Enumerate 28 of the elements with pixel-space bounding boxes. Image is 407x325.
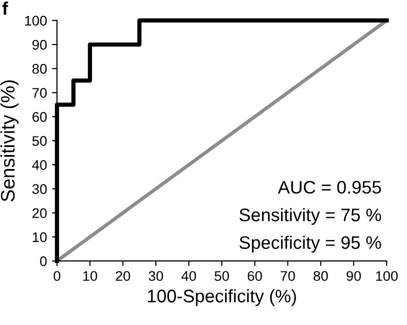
y-tick-label: 70 xyxy=(32,88,47,98)
text: f xyxy=(2,2,8,15)
y-tick-label: 40 xyxy=(32,160,47,170)
x-tick-label: 30 xyxy=(148,271,164,281)
x-tick-label: 0 xyxy=(54,271,60,281)
annotation: AUC = 0.955 xyxy=(278,180,381,194)
x-tick-label: 60 xyxy=(248,271,262,281)
x-tick-label: 80 xyxy=(314,271,328,281)
y-tick-label: 100 xyxy=(25,16,47,26)
x-tick-label: 90 xyxy=(346,271,361,281)
x-tick-label: 70 xyxy=(280,271,295,281)
x-tick-label: 50 xyxy=(214,271,229,281)
x-tick-label: 10 xyxy=(83,271,98,281)
annotation: Specificity = 95 % xyxy=(240,236,382,253)
y-tick-label: 20 xyxy=(32,208,47,218)
y-tick-label: 30 xyxy=(32,184,47,194)
y-axis-title: Sensitivity (%) xyxy=(0,80,19,202)
x-tick-label: 20 xyxy=(116,271,130,281)
x-tick-label: 40 xyxy=(181,271,196,281)
annotation: Sensitivity = 75 % xyxy=(240,208,382,225)
y-tick-label: 60 xyxy=(32,112,47,122)
y-tick-label: 90 xyxy=(32,40,47,50)
y-tick-label: 80 xyxy=(32,64,47,74)
x-tick-label: 100 xyxy=(376,271,398,281)
x-axis-title: 100-Specificity (%) xyxy=(148,289,296,306)
y-tick-label: 50 xyxy=(32,136,47,146)
y-tick-label: 10 xyxy=(32,232,47,242)
y-tick-label: 0 xyxy=(40,256,47,266)
